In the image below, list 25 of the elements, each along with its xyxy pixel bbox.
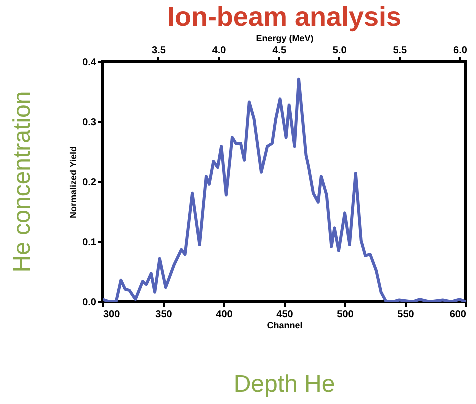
- x2-tick-label: 4.0: [212, 46, 227, 56]
- x2-tick-label: 6.0: [454, 46, 468, 56]
- x2-tick-label: 5.0: [332, 46, 348, 56]
- x2-tick-label: 5.5: [393, 46, 408, 56]
- y-axis-title: Normalized Yield: [68, 146, 79, 219]
- text: He concentration: [9, 91, 36, 273]
- y-tick-label: 0.2: [82, 178, 97, 188]
- text: Depth He: [234, 371, 336, 398]
- x-axis-title: Channel: [267, 320, 303, 330]
- x-tick-label: 450: [276, 310, 294, 320]
- x-tick-label: 300: [104, 310, 121, 320]
- x-tick-label: 600: [450, 310, 467, 320]
- y-tick-label: 0.3: [82, 118, 97, 128]
- x-tick-label: 500: [337, 310, 354, 320]
- x-tick-label: 550: [398, 310, 415, 320]
- chart-title: Ion-beam analysis: [167, 2, 402, 32]
- y-tick-label: 0.1: [82, 238, 97, 248]
- x2-tick-label: 3.5: [152, 46, 166, 56]
- x2-axis-title: Energy (MeV): [256, 34, 314, 44]
- y-tick-label: 0.0: [82, 298, 97, 308]
- x-tick-label: 400: [216, 310, 234, 320]
- x-tick-label: 350: [156, 310, 173, 320]
- line-series: [103, 78, 466, 302]
- x2-tick-label: 4.5: [272, 46, 287, 56]
- y-tick-label: 0.4: [82, 58, 97, 68]
